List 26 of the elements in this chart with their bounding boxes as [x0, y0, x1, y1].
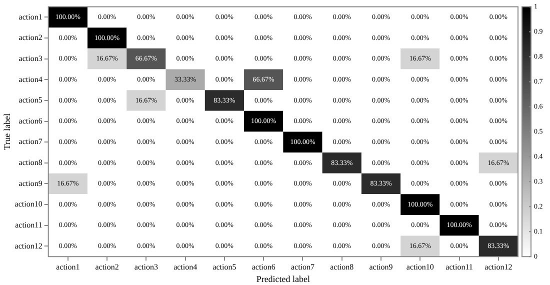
x-tick-label: action5 [212, 262, 236, 272]
x-axis-title: Predicted label [256, 274, 311, 284]
x-tick-label: action6 [252, 262, 276, 272]
x-tick-label: action12 [484, 262, 512, 272]
x-tick-label: action11 [446, 262, 473, 272]
y-tick-label: action3 [18, 54, 42, 63]
y-tick-label: action11 [15, 220, 42, 230]
y-tick-label: action7 [18, 137, 42, 146]
y-tick-label: action12 [14, 241, 42, 250]
x-tick-label: action7 [290, 262, 315, 272]
x-tick-label: action9 [369, 262, 393, 272]
y-tick-label: action8 [18, 158, 42, 168]
y-tick-label: action2 [18, 33, 42, 42]
x-tick-label: action10 [406, 262, 434, 272]
x-tick-label: action2 [95, 262, 119, 272]
y-tick-label: action4 [18, 74, 42, 84]
y-tick-label: action1 [18, 12, 42, 22]
x-tick-label: action4 [174, 262, 198, 272]
y-tick-label: action9 [18, 178, 42, 188]
y-tick-label: action6 [18, 116, 42, 126]
x-tick-label: action3 [134, 262, 158, 272]
y-axis-title: True label [2, 113, 12, 150]
y-tick-label: action5 [18, 96, 42, 105]
x-tick-label: action8 [330, 262, 354, 272]
x-tick-label: action1 [56, 262, 80, 272]
y-tick-label: action10 [14, 200, 42, 209]
